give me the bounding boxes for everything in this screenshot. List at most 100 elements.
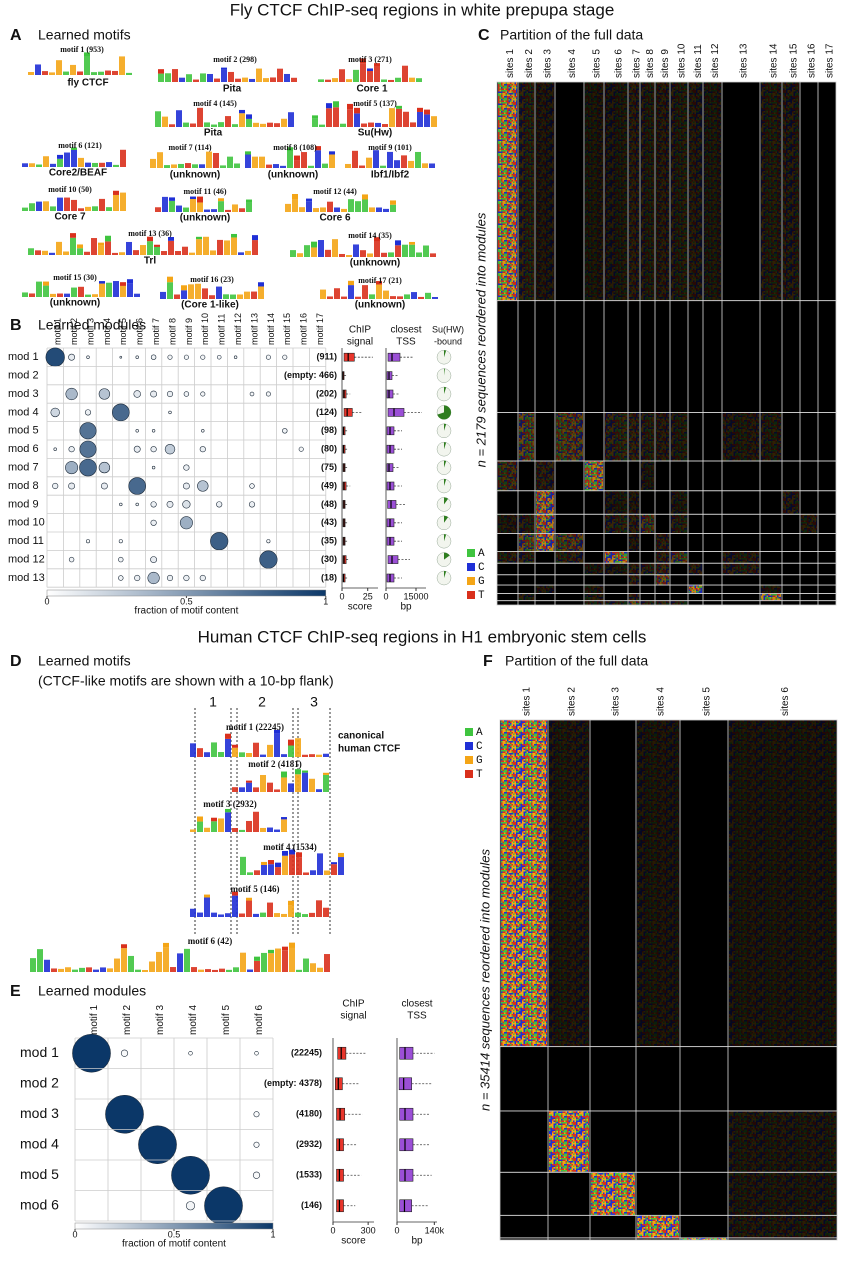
logo-letter: [155, 207, 161, 212]
logo-letter: [309, 912, 315, 917]
bubble: [133, 445, 141, 453]
logo-letter: [431, 116, 437, 127]
column-title: ChIP: [349, 325, 372, 336]
bubble: [164, 444, 176, 455]
logo-letter: [100, 967, 106, 972]
logo-letter: [218, 122, 224, 127]
logo-letter: [112, 252, 118, 255]
column-label: sites 10: [677, 43, 688, 78]
logo-letter: [183, 207, 189, 212]
logo-letter: [289, 942, 295, 948]
logo-letter: [295, 912, 301, 917]
logo-letter: [416, 78, 422, 82]
logo-letter: [242, 77, 248, 82]
logo-letter: [232, 744, 238, 748]
logo-letter: [99, 198, 105, 211]
motif-name: Trl: [144, 256, 156, 267]
logo-letter: [99, 162, 105, 167]
logo-letter: [231, 237, 237, 255]
heatmap-cell: [629, 600, 639, 605]
logo-letter: [64, 197, 70, 211]
bubble: [119, 355, 123, 359]
heatmap-cell: [498, 460, 517, 491]
logo-letter: [376, 284, 382, 299]
logo-letter: [157, 152, 163, 168]
logo-letter: [211, 912, 217, 917]
logo-letter: [289, 854, 295, 875]
logo-letter: [49, 72, 55, 75]
core-label: 3: [310, 694, 318, 710]
logo-letter: [70, 237, 76, 255]
bubble: [79, 458, 97, 477]
legend-swatch: [465, 742, 473, 750]
heatmap-cell: [761, 82, 781, 301]
heatmap-cell: [519, 82, 534, 301]
column-label: sites 12: [710, 43, 721, 78]
logo-letter: [261, 952, 267, 972]
logo-letter: [225, 808, 231, 813]
logo-letter: [374, 65, 380, 82]
colorbar-tick-label: 1: [323, 596, 328, 606]
logo-letter: [234, 163, 240, 168]
motif-header: motif 8 (108): [273, 143, 317, 152]
motif-name: (unknown): [350, 258, 401, 269]
logo-letter: [216, 286, 222, 299]
logo-letter: [334, 207, 340, 212]
tick-label: 140k: [425, 1225, 445, 1235]
tick-label: 0: [383, 591, 388, 601]
logo-letter: [360, 58, 366, 64]
colorbar-label: fraction of motif content: [122, 1239, 226, 1250]
heatmap-cell: [498, 82, 517, 301]
logo-letter: [332, 78, 338, 82]
logo-letter: [360, 250, 366, 257]
heatmap-cell: [629, 533, 639, 552]
logo-letter: [254, 956, 260, 961]
logo-letter: [154, 246, 160, 255]
bubble: [183, 464, 190, 471]
logo-letter: [178, 163, 184, 168]
logo-letter: [359, 165, 365, 168]
logo-letter: [239, 752, 245, 757]
logo-letter: [244, 291, 250, 299]
motif-header: motif 17 (21): [358, 276, 402, 285]
logo-letter: [411, 292, 417, 299]
row-label: mod 12: [8, 554, 45, 566]
logo-letter: [275, 867, 281, 875]
logo-letter: [196, 239, 202, 255]
heatmap-cell: [641, 460, 654, 491]
logo-letter: [302, 914, 308, 917]
logo-letter: [260, 123, 266, 127]
column-label: motif 9: [184, 318, 194, 345]
logo-letter: [171, 164, 177, 168]
heatmap-cell: [605, 551, 627, 564]
logo-letter: [230, 294, 236, 299]
logo-letter: [341, 208, 347, 212]
column-label: motif 12: [233, 313, 243, 345]
figure-title: Fly CTCF ChIP-seq regions in white prepu…: [230, 0, 615, 19]
logo-letter: [316, 900, 322, 917]
logo-letter: [390, 296, 396, 299]
logo-letter: [192, 164, 198, 168]
logo-letter: [302, 772, 308, 792]
logo-letter: [367, 253, 373, 257]
logo-letter: [112, 70, 118, 75]
bubble: [200, 391, 206, 397]
logo-letter: [57, 197, 63, 211]
logo-letter: [287, 147, 293, 152]
logo-letter: [183, 122, 189, 127]
logo-letter: [267, 782, 273, 792]
logo-letter: [164, 165, 170, 168]
bubble: [68, 353, 75, 361]
logo-letter: [310, 870, 316, 875]
column-label: motif 6: [135, 318, 145, 345]
logo-letter: [315, 146, 321, 151]
logo-letter: [239, 208, 245, 212]
logo-letter: [77, 244, 83, 249]
logo-letter: [253, 811, 259, 832]
logo-letter: [325, 249, 331, 257]
row-label: mod 8: [8, 480, 39, 492]
logo-letter: [306, 201, 312, 212]
logo-letter: [163, 947, 169, 972]
logo-letter: [288, 783, 294, 792]
bubble: [298, 446, 304, 452]
